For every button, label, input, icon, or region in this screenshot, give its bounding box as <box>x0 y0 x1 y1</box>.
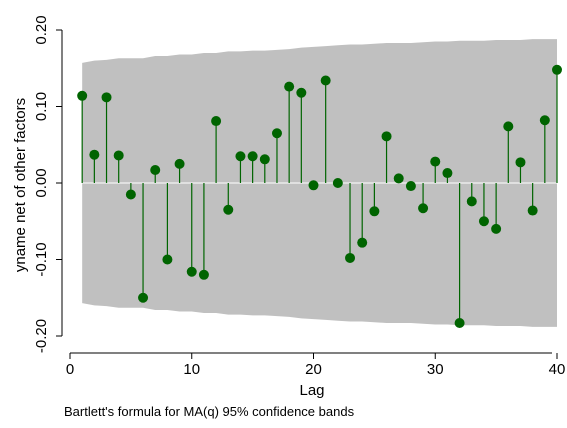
confidence-band-note: Bartlett's formula for MA(q) 95% confide… <box>64 404 355 419</box>
stem-marker-lag-40 <box>552 64 562 75</box>
y-axis-label: yname net of other factors <box>12 98 29 272</box>
stem-marker-lag-4 <box>113 150 124 161</box>
stem-marker-lag-29 <box>418 203 429 214</box>
stem-marker-lag-7 <box>150 164 161 175</box>
stem-marker-lag-37 <box>515 157 526 168</box>
y-tick-label: -0.20 <box>33 319 50 353</box>
y-tick-label: -0.10 <box>33 242 50 276</box>
stem-marker-lag-21 <box>320 75 331 86</box>
stem-marker-lag-34 <box>478 216 489 227</box>
stem-marker-lag-15 <box>247 151 258 162</box>
y-tick-label: 0.10 <box>33 92 50 121</box>
x-tick-label: 30 <box>427 361 444 378</box>
stem-marker-lag-8 <box>162 254 173 265</box>
stem-marker-lag-6 <box>138 292 149 303</box>
stem-marker-lag-35 <box>491 223 502 234</box>
stem-marker-lag-9 <box>174 158 185 169</box>
x-tick-label: 20 <box>305 361 322 378</box>
stem-marker-lag-13 <box>223 204 234 215</box>
stem-marker-lag-31 <box>442 168 453 179</box>
x-tick-label: 40 <box>549 361 566 378</box>
stem-marker-lag-11 <box>198 269 209 280</box>
stem-marker-lag-16 <box>259 154 270 165</box>
stem-marker-lag-23 <box>345 252 356 263</box>
stem-marker-lag-18 <box>284 81 295 92</box>
stem-marker-lag-38 <box>527 205 538 216</box>
stem-marker-lag-20 <box>308 180 319 191</box>
stem-marker-lag-17 <box>271 128 282 139</box>
stem-marker-lag-2 <box>89 149 100 160</box>
stem-marker-lag-26 <box>381 131 392 142</box>
stem-marker-lag-36 <box>503 121 514 132</box>
stem-marker-lag-24 <box>357 237 368 248</box>
y-tick-label: 0.00 <box>33 168 50 197</box>
stem-marker-lag-5 <box>125 189 136 200</box>
stem-marker-lag-25 <box>369 206 380 217</box>
x-tick-label: 10 <box>183 361 200 378</box>
stem-marker-lag-14 <box>235 151 246 162</box>
stem-marker-lag-28 <box>405 181 416 192</box>
stem-marker-lag-22 <box>332 178 343 188</box>
stem-marker-lag-3 <box>101 92 112 103</box>
stem-marker-lag-19 <box>296 87 307 98</box>
stem-marker-lag-39 <box>539 115 550 126</box>
y-tick-label: 0.20 <box>33 15 50 44</box>
stem-marker-lag-30 <box>430 156 441 167</box>
stem-marker-lag-27 <box>393 173 404 184</box>
stem-marker-lag-10 <box>186 266 197 277</box>
stem-marker-lag-12 <box>211 116 222 127</box>
stem-marker-lag-1 <box>77 90 88 101</box>
stem-marker-lag-33 <box>466 196 477 207</box>
x-tick-label: 0 <box>66 361 74 378</box>
axes-layer: -0.20 -0.10 0.00 0.10 0.20 0 10 20 30 40 <box>33 15 565 378</box>
x-axis-label: Lag <box>299 382 324 399</box>
stems-layer <box>77 64 562 328</box>
stem-marker-lag-32 <box>454 317 465 328</box>
